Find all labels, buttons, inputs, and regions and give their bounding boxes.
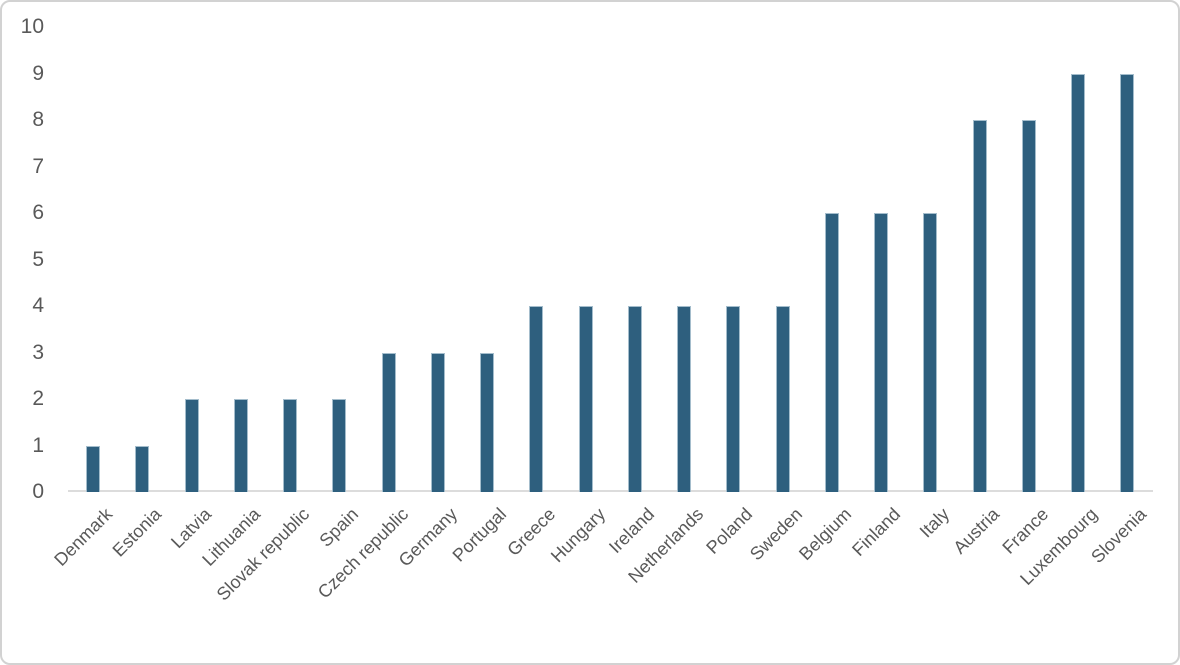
y-axis-tick-label: 7 <box>32 154 44 178</box>
y-axis-tick-label: 4 <box>32 294 44 317</box>
bar-estonia <box>135 445 150 492</box>
y-axis-tick-label: 6 <box>32 201 44 224</box>
y-axis-tick-label: 10 <box>20 15 44 38</box>
bar-italy <box>923 213 938 492</box>
bar-latvia <box>184 399 199 492</box>
bar-spain <box>332 399 347 492</box>
bar-czech-republic <box>381 352 396 492</box>
bar-luxembourg <box>1071 73 1085 492</box>
x-axis-line <box>68 490 1153 492</box>
bar-finland <box>874 213 888 492</box>
bar-portugal <box>480 352 494 492</box>
bar-hungary <box>578 306 593 492</box>
bar-poland <box>726 306 741 492</box>
y-axis-tick-label: 3 <box>32 340 44 364</box>
bar-denmark <box>86 445 100 492</box>
bar-belgium <box>824 213 839 492</box>
bar-germany <box>430 352 445 492</box>
bar-netherlands <box>677 306 691 492</box>
bar-slovenia <box>1120 73 1135 492</box>
bar-france <box>1021 120 1036 492</box>
bar-sweden <box>775 306 790 492</box>
bar-austria <box>972 120 987 492</box>
bar-slovak-republic <box>283 399 297 492</box>
y-axis-tick-label: 1 <box>32 433 44 457</box>
bar-lithuania <box>233 399 248 492</box>
y-axis-tick-label: 5 <box>32 247 44 271</box>
y-axis-tick-label: 0 <box>32 480 44 503</box>
bar-greece <box>529 306 544 492</box>
y-axis-tick-label: 9 <box>32 61 44 85</box>
y-axis-tick-label: 2 <box>32 387 44 410</box>
bar-ireland <box>627 306 642 492</box>
y-axis-tick-label: 8 <box>32 108 44 131</box>
